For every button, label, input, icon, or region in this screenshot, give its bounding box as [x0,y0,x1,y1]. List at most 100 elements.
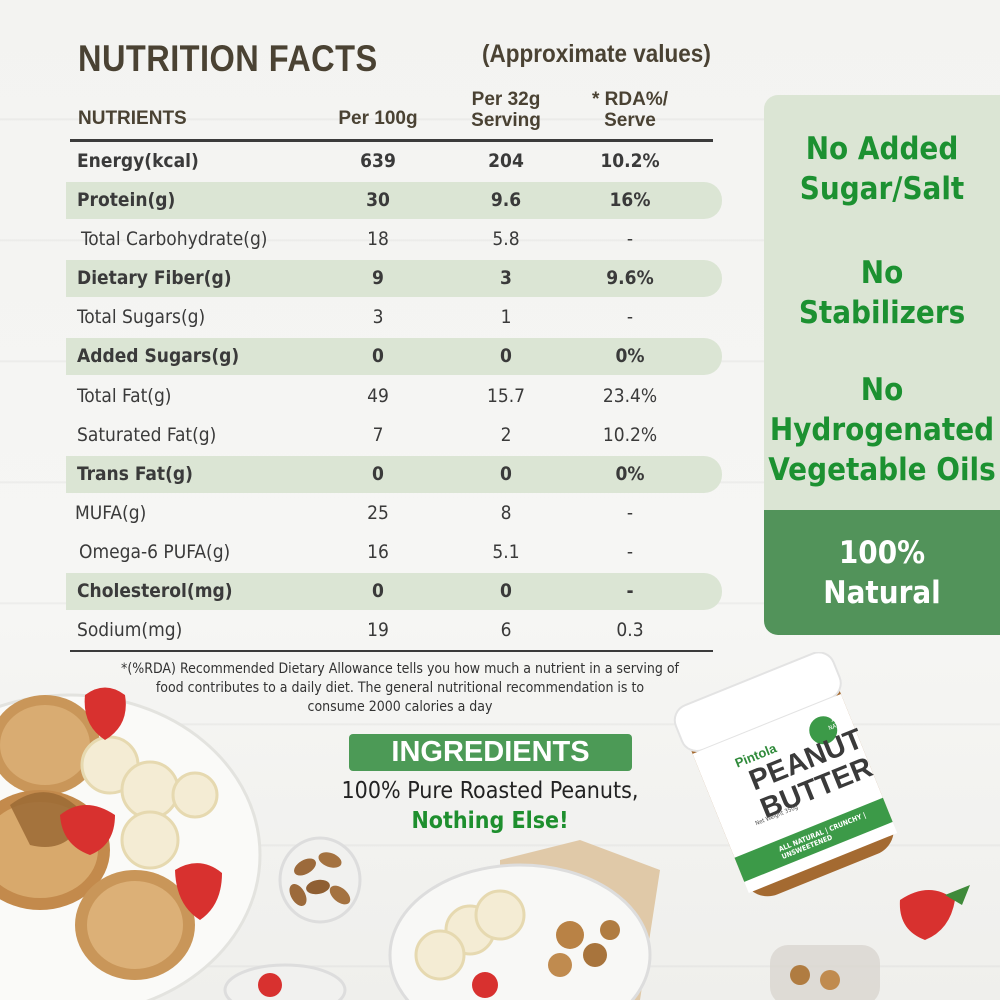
nutrient-name: Energy(kcal) [77,150,199,172]
value-per-32g: 8 [500,502,512,524]
footnote-line: *(%RDA) Recommended Dietary Allowance te… [121,661,679,677]
nutrient-name: Total Sugars(g) [77,306,206,328]
claim-line: No [860,255,904,291]
col-header-per32-line2: Serving [471,110,541,131]
nutrient-name: Total Fat(g) [77,385,172,407]
value-rda: 23.4% [602,385,658,407]
table-row: Added Sugars(g) 0 0 0% [66,338,722,375]
table-row: Dietary Fiber(g) 9 3 9.6% [66,260,722,297]
value-per-32g: 9.6 [490,189,522,211]
peanut-butter-jar: Pintola PEANUT BUTTER 100% NATURAL Net W… [672,651,902,897]
claim-line: 100% [838,535,926,571]
table-row: Saturated Fat(g) 7 2 10.2% [66,417,722,454]
table-bottom-divider [70,650,713,652]
ingredients-line-1: 100% Pure Roasted Peanuts, [341,778,639,804]
claim-line: No [860,372,904,408]
claim-no-stabilizers: No Stabilizers [764,253,1000,333]
nutrient-name: Saturated Fat(g) [77,424,217,446]
value-rda: 10.2% [600,150,660,172]
value-per-100g: 19 [367,619,389,641]
value-per-32g: 2 [500,424,512,446]
value-rda: 9.6% [606,267,654,289]
value-rda: 0% [615,463,645,485]
value-rda: 16% [609,189,651,211]
col-header-rda-line1: * RDA%/ [591,89,668,110]
value-per-32g: 204 [488,150,524,172]
table-row: Trans Fat(g) 0 0 0% [66,456,722,493]
natural-panel [764,510,1000,635]
claim-line: No Added [805,131,959,167]
col-header-per100: Per 100g [338,108,418,129]
col-header-nutrients: NUTRIENTS [78,108,187,129]
value-rda: - [626,541,634,563]
value-per-100g: 18 [367,228,389,250]
value-per-100g: 0 [372,463,384,485]
value-per-100g: 3 [372,306,384,328]
value-per-100g: 0 [372,345,384,367]
claim-line: Vegetable Oils [768,452,996,488]
strawberry-icon [60,805,115,855]
nutrient-name: Sodium(mg) [77,619,183,641]
col-header-rda-line2: Serve [604,110,656,131]
table-row: Cholesterol(mg) 0 0 - [66,573,722,610]
value-per-32g: 5.8 [492,228,520,250]
claims-panel [764,95,1000,510]
header-divider [70,139,713,142]
value-rda: 0.3 [616,619,644,641]
nutrient-name: Cholesterol(mg) [77,580,233,602]
value-per-100g: 49 [367,385,389,407]
value-per-32g: 6 [500,619,512,641]
table-row: Energy(kcal) 639 204 10.2% [66,143,722,180]
table-row: Sodium(mg) 19 6 0.3 [66,612,722,649]
value-rda: - [626,502,634,524]
nutrient-name: Added Sugars(g) [77,345,240,367]
nutrient-name: Dietary Fiber(g) [77,267,232,289]
strawberry-icon [899,890,955,940]
nutrient-name: Total Carbohydrate(g) [81,228,268,250]
value-per-32g: 15.7 [486,385,526,407]
col-header-rda: * RDA%/ Serve [570,89,690,131]
value-per-32g: 0 [500,345,512,367]
nutrient-name: MUFA(g) [75,502,147,524]
claim-100-natural: 100% Natural [764,533,1000,613]
claim-line: Hydrogenated [769,412,995,448]
value-per-100g: 16 [367,541,389,563]
claim-line: Natural [823,575,941,611]
rda-footnote: *(%RDA) Recommended Dietary Allowance te… [110,660,690,717]
ingredients-line-2: Nothing Else! [411,808,569,834]
page-title: NUTRITION FACTS [78,38,378,79]
value-per-100g: 639 [360,150,396,172]
approximate-note: (Approximate values) [482,40,711,68]
value-per-100g: 9 [372,267,384,289]
table-row: Total Sugars(g) 3 1 - [66,299,722,336]
banana-slice-icon [120,760,180,820]
claim-line: Sugar/Salt [799,171,965,207]
strawberry-icon [175,863,222,920]
value-per-32g: 0 [500,580,512,602]
nutrient-name: Omega-6 PUFA(g) [79,541,231,563]
value-rda: - [626,228,634,250]
table-row: Total Fat(g) 49 15.7 23.4% [66,378,722,415]
value-per-100g: 30 [366,189,390,211]
value-per-32g: 5.1 [492,541,520,563]
value-per-32g: 0 [500,463,512,485]
banana-slice-icon [171,771,219,819]
value-per-32g: 3 [500,267,512,289]
value-per-100g: 7 [372,424,384,446]
table-row: Total Carbohydrate(g) 18 5.8 - [66,221,722,258]
food-background-illustration [0,687,970,1000]
banana-slice-icon [120,810,180,870]
strawberry-icon [84,687,126,740]
nutrient-name: Protein(g) [77,189,176,211]
table-row: Protein(g) 30 9.6 16% [66,182,722,219]
col-header-per32: Per 32g Serving [456,89,556,131]
footnote-line: consume 2000 calories a day [307,699,493,715]
value-per-32g: 1 [500,306,512,328]
value-rda: - [626,580,634,602]
col-header-per32-line1: Per 32g [471,89,541,110]
table-row: MUFA(g) 25 8 - [66,495,722,532]
value-per-100g: 25 [367,502,389,524]
ingredients-label: INGREDIENTS [349,734,632,771]
claim-no-added-sugar: No Added Sugar/Salt [764,129,1000,209]
claim-line: Stabilizers [798,295,966,331]
